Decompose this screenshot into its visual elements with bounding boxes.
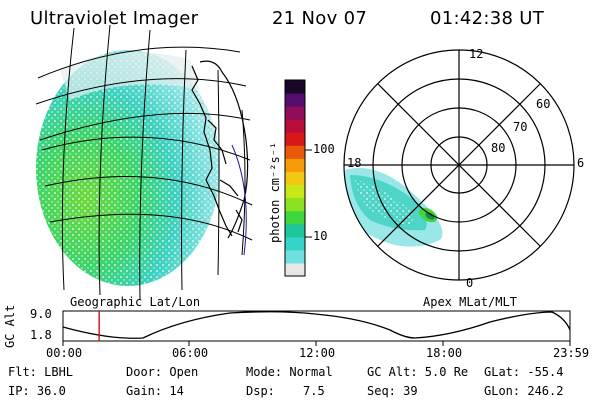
right-panel-label: Apex MLat/MLT <box>423 295 517 309</box>
colorbar-band <box>285 80 305 94</box>
altitude-xtick-1200: 12:00 <box>299 346 336 360</box>
status-ip: IP: 36.0 <box>8 384 66 398</box>
status-mode: Mode: Normal <box>246 365 333 379</box>
colorbar-band <box>285 93 305 107</box>
altitude-xtick-1800: 18:00 <box>426 346 463 360</box>
colorbar-band <box>285 210 305 225</box>
app-title: Ultraviolet Imager <box>30 8 199 29</box>
colorbar <box>284 79 312 277</box>
polar-label-6: 6 <box>577 156 585 170</box>
status-glat: GLat: -55.4 <box>484 365 564 379</box>
colorbar-band <box>285 184 305 199</box>
status-gain: Gain: 14 <box>126 384 184 398</box>
status-glon: GLon: 246.2 <box>484 384 564 398</box>
polar-label-18: 18 <box>347 156 362 170</box>
polar-label-12: 12 <box>469 47 484 61</box>
altitude-xtick-0600: 06:00 <box>172 346 209 360</box>
colorbar-band <box>285 158 305 172</box>
colorbar-band <box>285 171 305 186</box>
altitude-ytick-1-8: 1.8 <box>30 328 52 342</box>
polar-lat-80: 80 <box>491 141 506 155</box>
status-seq: Seq: 39 <box>367 384 418 398</box>
altitude-ylabel: GC Alt <box>3 304 17 348</box>
geographic-image-panel <box>35 24 253 301</box>
colorbar-band <box>285 145 305 159</box>
colorbar-tick-10: 10 <box>313 229 328 243</box>
status-door: Door: Open <box>126 365 199 379</box>
left-panel-label: Geographic Lat/Lon <box>70 295 201 309</box>
coastline <box>191 60 249 239</box>
colorbar-band <box>285 262 305 277</box>
time-label: 01:42:38 UT <box>430 8 545 29</box>
colorbar-band <box>285 236 305 251</box>
altitude-xtick-0000: 00:00 <box>46 346 83 360</box>
colorbar-unit-label: photon cm⁻²s⁻¹ <box>268 141 282 243</box>
polar-label-0: 0 <box>466 276 474 290</box>
status-flt: Flt: LBHL <box>8 365 74 379</box>
polar-lat-70: 70 <box>513 120 528 134</box>
polar-lat-60: 60 <box>536 97 551 111</box>
status-dsp-label: Dsp: <box>246 384 275 398</box>
colorbar-tick-100: 100 <box>313 142 335 156</box>
colorbar-band <box>285 223 305 238</box>
lat-lon-grid <box>35 24 253 301</box>
colorbar-band <box>285 106 305 120</box>
altitude-xtick-2359: 23:59 <box>553 346 590 360</box>
status-gc-alt: GC Alt: 5.0 Re <box>367 365 469 379</box>
colorbar-band <box>285 197 305 212</box>
colorbar-band <box>285 119 305 133</box>
date-label: 21 Nov 07 <box>272 8 368 29</box>
polar-mlt-plot <box>343 49 575 281</box>
colorbar-band <box>285 132 305 146</box>
altitude-plot <box>62 310 571 346</box>
altitude-ytick-9: 9.0 <box>30 307 52 321</box>
colorbar-band <box>285 249 305 264</box>
status-dsp-value: 7.5 <box>303 384 325 398</box>
